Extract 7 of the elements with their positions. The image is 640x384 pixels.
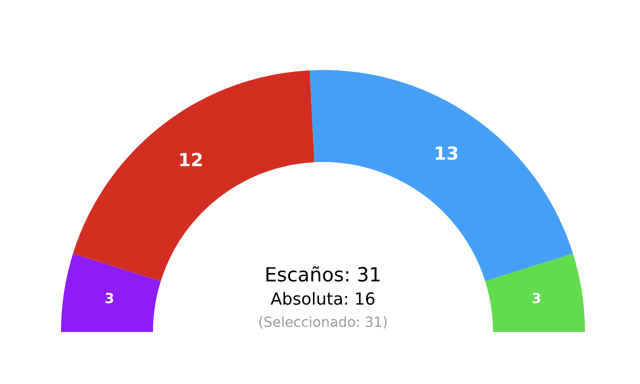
data-label: 3	[532, 292, 540, 304]
text: Absoluta: 16	[270, 292, 374, 305]
data-label: 12	[180, 152, 202, 166]
text: Escaños: 31	[266, 266, 380, 282]
data-label: 3	[106, 292, 114, 304]
data-label: 13	[436, 146, 458, 160]
text: (Seleccionado: 31)	[259, 316, 387, 329]
